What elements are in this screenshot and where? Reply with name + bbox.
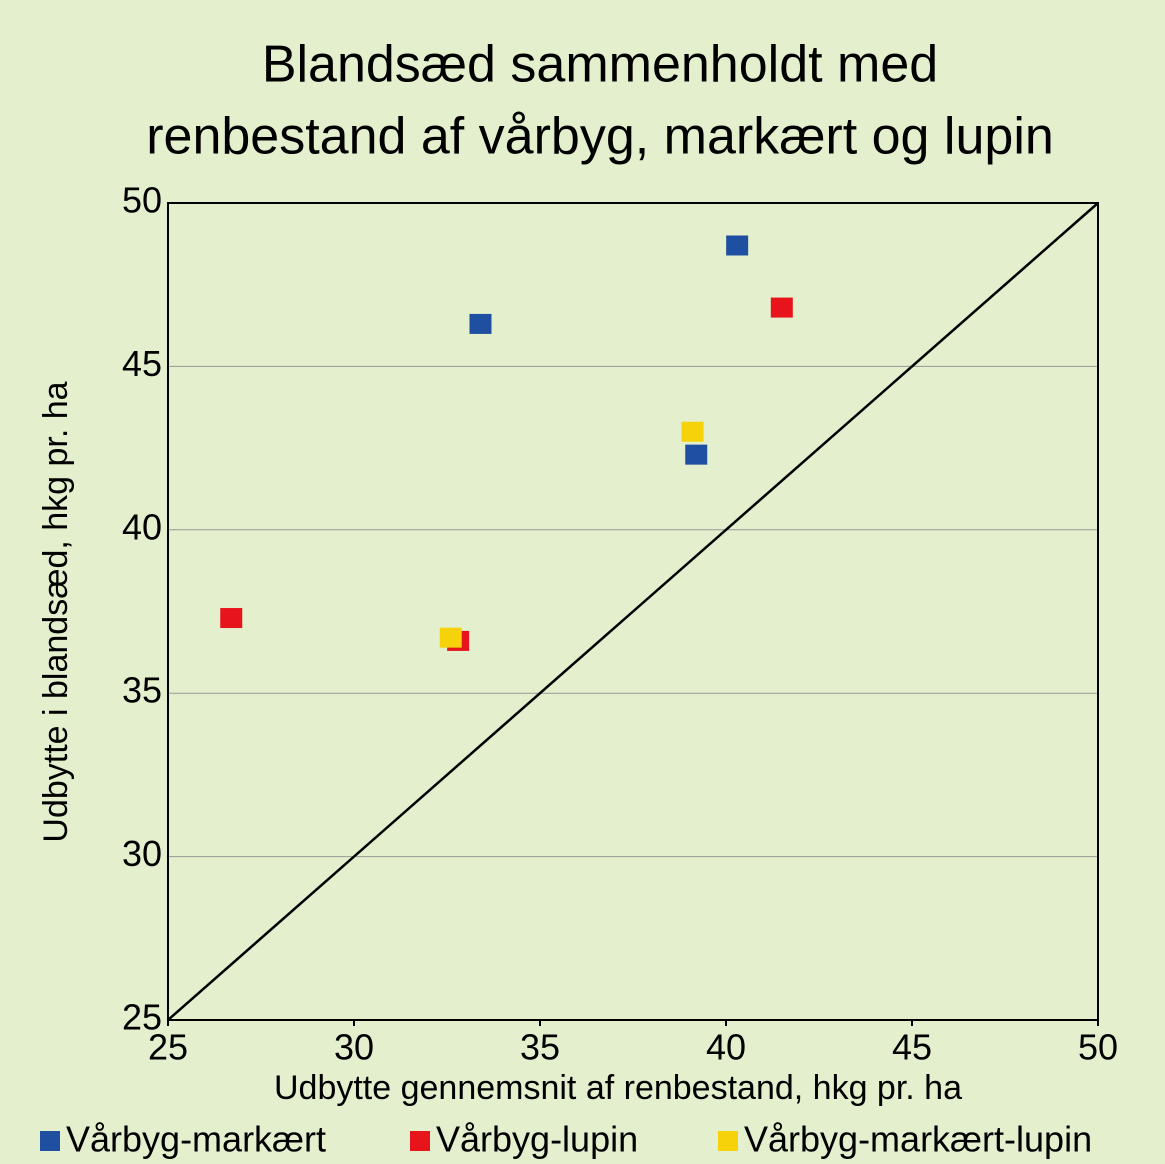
legend-swatch <box>410 1131 430 1151</box>
x-tick-label: 25 <box>148 1027 188 1068</box>
x-tick-label: 40 <box>706 1027 746 1068</box>
point <box>220 608 243 629</box>
y-tick-label: 30 <box>122 833 162 874</box>
y-tick-label: 50 <box>122 180 162 221</box>
diagonal-line <box>167 202 1099 1021</box>
point <box>439 627 462 648</box>
y-tick-label: 25 <box>122 997 162 1038</box>
legend-label: Vårbyg-lupin <box>436 1119 638 1160</box>
point <box>681 421 704 442</box>
x-axis-label: Udbytte gennemsnit af renbestand, hkg pr… <box>274 1069 962 1107</box>
y-axis-label: Udbytte i blandsæd, hkg pr. ha <box>37 381 75 842</box>
y-tick-label: 45 <box>122 343 162 384</box>
x-tick-label: 45 <box>892 1027 932 1068</box>
x-tick-label: 30 <box>334 1027 374 1068</box>
y-tick-label: 35 <box>122 670 162 711</box>
chart-title: Blandsæd sammenholdt med <box>262 36 938 94</box>
legend-label: Vårbyg-markært <box>66 1119 326 1160</box>
y-tick-label: 40 <box>122 506 162 547</box>
legend-label: Vårbyg-markært-lupin <box>744 1119 1092 1160</box>
plot-border <box>167 202 1099 1021</box>
legend-swatch <box>718 1131 738 1151</box>
point <box>685 444 708 465</box>
point <box>726 235 749 256</box>
point <box>770 297 793 318</box>
chart-title: renbestand af vårbyg, markært og lupin <box>146 108 1054 166</box>
x-tick-label: 35 <box>520 1027 560 1068</box>
x-tick-label: 50 <box>1078 1027 1118 1068</box>
point <box>469 313 492 334</box>
legend-swatch <box>40 1131 60 1151</box>
